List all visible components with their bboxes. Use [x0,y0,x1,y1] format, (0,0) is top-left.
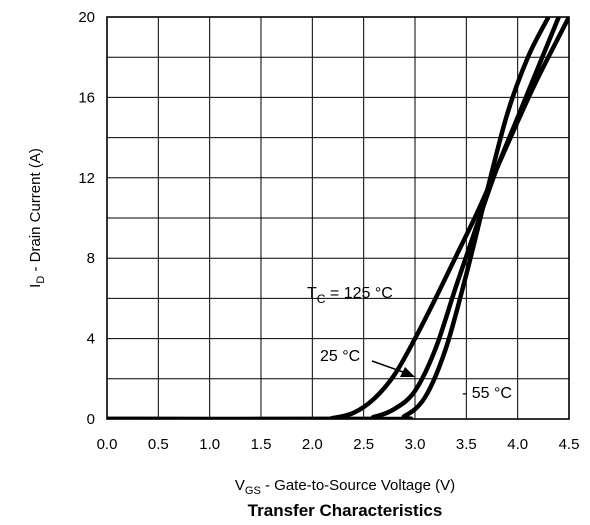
label-125c-rest: = 125 °C [325,285,392,302]
label-125c-main: T [307,285,317,302]
x-axis-label-rest: - Gate-to-Source Voltage (V) [261,477,455,494]
y-axis-label-sub: D [35,276,47,284]
y-axis-label: ID - Drain Current (A) [27,148,47,288]
x-tick-label: 0.0 [97,436,118,453]
label-25c-arrow-line [371,360,404,373]
x-axis-label: VGS - Gate-to-Source Voltage (V) [235,477,455,497]
x-tick-label: 1.5 [251,436,272,453]
x-axis-label-sub: GS [245,485,261,497]
label-125c: TC = 125 °C [307,285,393,306]
x-tick-label: 1.0 [199,436,220,453]
y-tick-label: 16 [78,89,95,106]
x-tick-label: 4.0 [507,436,528,453]
y-tick-labels: 0 4 8 12 16 20 [78,9,95,428]
chart-title: Transfer Characteristics [248,501,443,520]
x-tick-label: 2.0 [302,436,323,453]
label-25c-arrowhead [400,367,415,377]
y-tick-label: 12 [78,170,95,187]
x-tick-label: 3.5 [456,436,477,453]
label-125c-sub: C [317,292,326,306]
y-tick-label: 0 [87,411,95,428]
y-tick-label: 8 [87,250,95,267]
label-minus55c: - 55 °C [462,385,512,402]
x-tick-label: 2.5 [353,436,374,453]
series-minus55c-line [107,17,551,419]
y-axis-label-main: I [27,284,44,288]
y-tick-label: 4 [87,331,95,348]
x-tick-labels: 0.0 0.5 1.0 1.5 2.0 2.5 3.0 3.5 4.0 4.5 [97,436,580,453]
x-tick-label: 0.5 [148,436,169,453]
y-tick-label: 20 [78,9,95,26]
plot-frame [106,16,570,420]
y-axis-label-rest: - Drain Current (A) [27,148,44,276]
label-25c: 25 °C [320,348,360,365]
x-axis-label-main: V [235,477,245,494]
x-tick-label: 4.5 [559,436,580,453]
x-tick-label: 3.0 [405,436,426,453]
